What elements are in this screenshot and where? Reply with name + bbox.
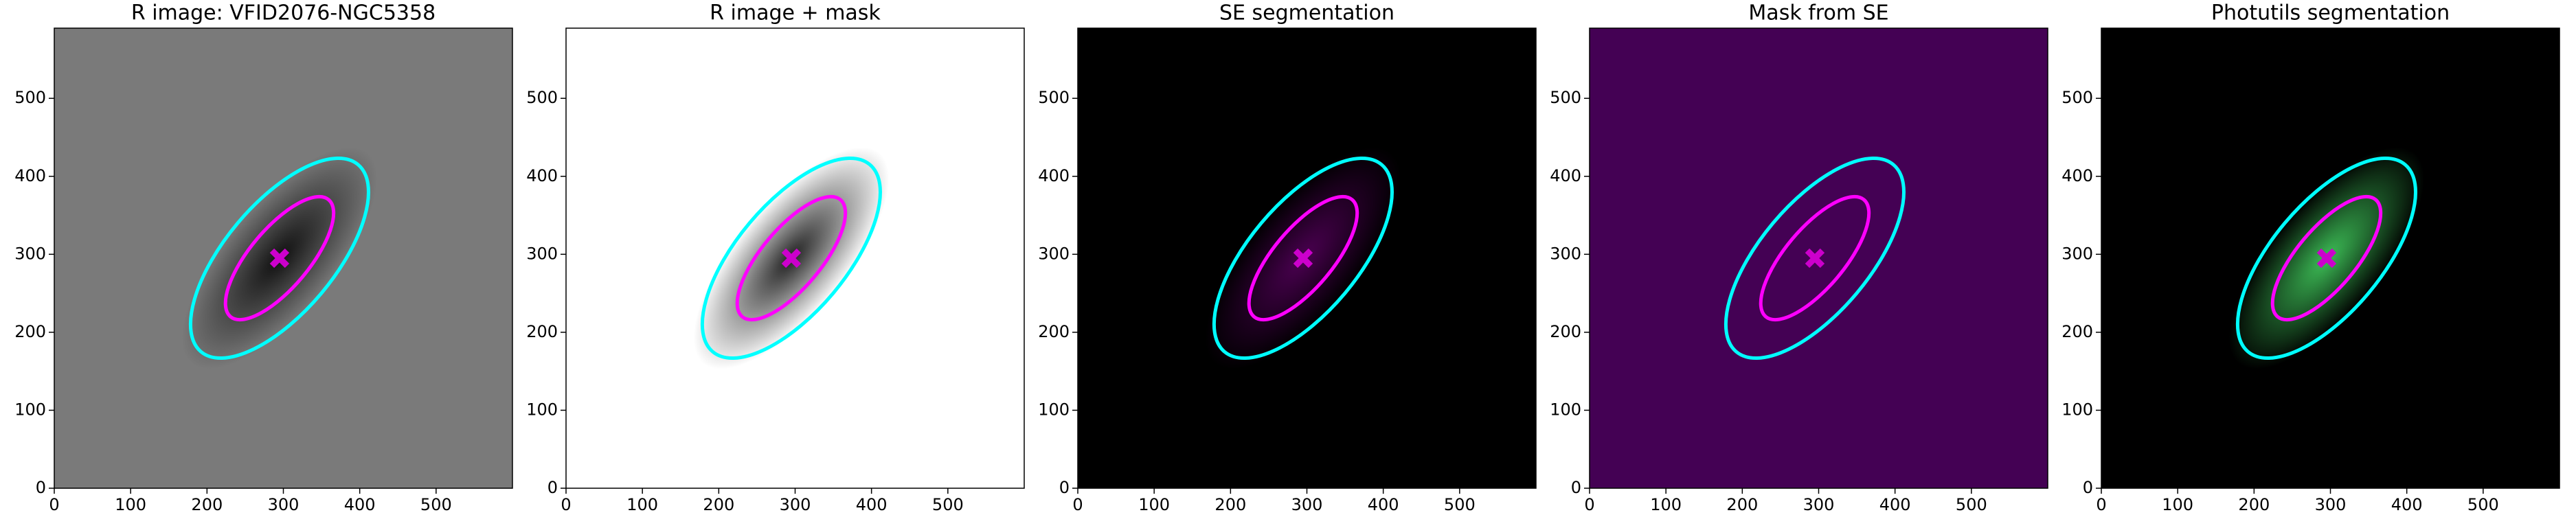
fit-ellipse: [1212, 156, 1394, 360]
y-tick-label: 100: [1550, 400, 1581, 419]
fit-ellipse: [188, 156, 370, 360]
x-tick-label: 100: [626, 495, 658, 514]
image: [1078, 28, 1536, 488]
x-tick-label: 200: [1214, 495, 1246, 514]
y-tick-label: 300: [14, 244, 46, 263]
center-marker: [781, 248, 802, 268]
x-tick-label: 100: [115, 495, 146, 514]
fit-ellipse: [1759, 194, 1871, 322]
y-tick-label: 300: [1038, 244, 1070, 263]
image: [54, 28, 512, 488]
y-tick-label: 200: [1550, 322, 1581, 341]
x-tick-label: 0: [1584, 495, 1594, 514]
panel-title: SE segmentation: [1219, 1, 1394, 25]
image: [566, 28, 1024, 488]
panel: Mask from SE 0 100 200 300 400 500 0 100 200 300 40…: [1550, 1, 2048, 514]
fit-ellipse: [2235, 156, 2417, 360]
y-tick-label: 0: [36, 478, 46, 497]
y-tick-label: 100: [2061, 400, 2093, 419]
y-tick-label: 500: [1038, 88, 1070, 107]
y-tick-label: 300: [2061, 244, 2093, 263]
x-tick-label: 200: [1726, 495, 1758, 514]
y-tick-label: 400: [526, 166, 558, 185]
y-tick-label: 200: [526, 322, 558, 341]
y-tick-label: 400: [1550, 166, 1581, 185]
x-tick-label: 100: [1650, 495, 1682, 514]
y-tick-label: 200: [14, 322, 46, 341]
x-tick-label: 200: [2238, 495, 2270, 514]
image: [1590, 28, 2048, 488]
x-tick-label: 300: [1803, 495, 1835, 514]
y-tick-label: 0: [2083, 478, 2093, 497]
center-marker: [2316, 248, 2337, 268]
image: [2101, 28, 2560, 488]
fit-ellipse: [700, 156, 882, 360]
fit-ellipse: [223, 194, 336, 322]
fit-ellipse: [2270, 194, 2383, 322]
panel: Photutils segmentation 0 100 200 300 400 500 0 1…: [2061, 1, 2560, 514]
y-tick-label: 400: [2061, 166, 2093, 185]
x-tick-label: 500: [1956, 495, 1987, 514]
center-marker: [269, 248, 290, 268]
x-tick-label: 0: [49, 495, 59, 514]
x-tick-label: 500: [1444, 495, 1476, 514]
x-tick-label: 400: [1368, 495, 1399, 514]
center-marker: [1293, 248, 1313, 268]
y-tick-label: 500: [2061, 88, 2093, 107]
y-tick-label: 200: [2061, 322, 2093, 341]
y-tick-label: 400: [1038, 166, 1070, 185]
x-tick-label: 400: [2391, 495, 2423, 514]
panel-title: R image + mask: [710, 1, 881, 25]
y-tick-label: 0: [1059, 478, 1070, 497]
panel: SE segmentation 0 100 200 300 400 500 0 100 200 30…: [1038, 1, 1537, 514]
y-tick-label: 0: [1571, 478, 1581, 497]
x-tick-label: 300: [2315, 495, 2347, 514]
y-tick-label: 300: [526, 244, 558, 263]
y-tick-label: 400: [14, 166, 46, 185]
panel: R image + mask 0 100 200 300 400 500 0 100 200 300…: [526, 1, 1025, 514]
x-tick-label: 300: [780, 495, 811, 514]
x-tick-label: 400: [1879, 495, 1911, 514]
y-tick-label: 0: [547, 478, 558, 497]
x-tick-label: 400: [344, 495, 376, 514]
x-tick-label: 500: [2467, 495, 2499, 514]
x-tick-label: 300: [268, 495, 300, 514]
x-tick-label: 100: [2162, 495, 2193, 514]
fit-ellipse: [1247, 194, 1359, 322]
y-tick-label: 100: [14, 400, 46, 419]
y-tick-label: 300: [1550, 244, 1581, 263]
x-tick-label: 0: [561, 495, 571, 514]
x-tick-label: 500: [420, 495, 452, 514]
x-tick-label: 200: [191, 495, 223, 514]
center-marker: [1805, 248, 1825, 268]
panel-title: Photutils segmentation: [2211, 1, 2450, 25]
panel-title: R image: VFID2076-NGC5358: [131, 1, 436, 25]
panel: R image: VFID2076-NGC5358 0 100 200 300 400 50…: [14, 1, 513, 514]
fit-ellipse: [1724, 156, 1906, 360]
x-tick-label: 300: [1291, 495, 1323, 514]
y-tick-label: 500: [526, 88, 558, 107]
x-tick-label: 0: [1072, 495, 1083, 514]
y-tick-label: 500: [14, 88, 46, 107]
y-tick-label: 200: [1038, 322, 1070, 341]
y-tick-label: 500: [1550, 88, 1581, 107]
panel-title: Mask from SE: [1748, 1, 1888, 25]
y-tick-label: 100: [526, 400, 558, 419]
x-tick-label: 500: [932, 495, 964, 514]
x-tick-label: 100: [1138, 495, 1170, 514]
x-tick-label: 400: [856, 495, 888, 514]
y-tick-label: 100: [1038, 400, 1070, 419]
x-tick-label: 200: [703, 495, 734, 514]
fit-ellipse: [735, 194, 848, 322]
x-tick-label: 0: [2096, 495, 2106, 514]
